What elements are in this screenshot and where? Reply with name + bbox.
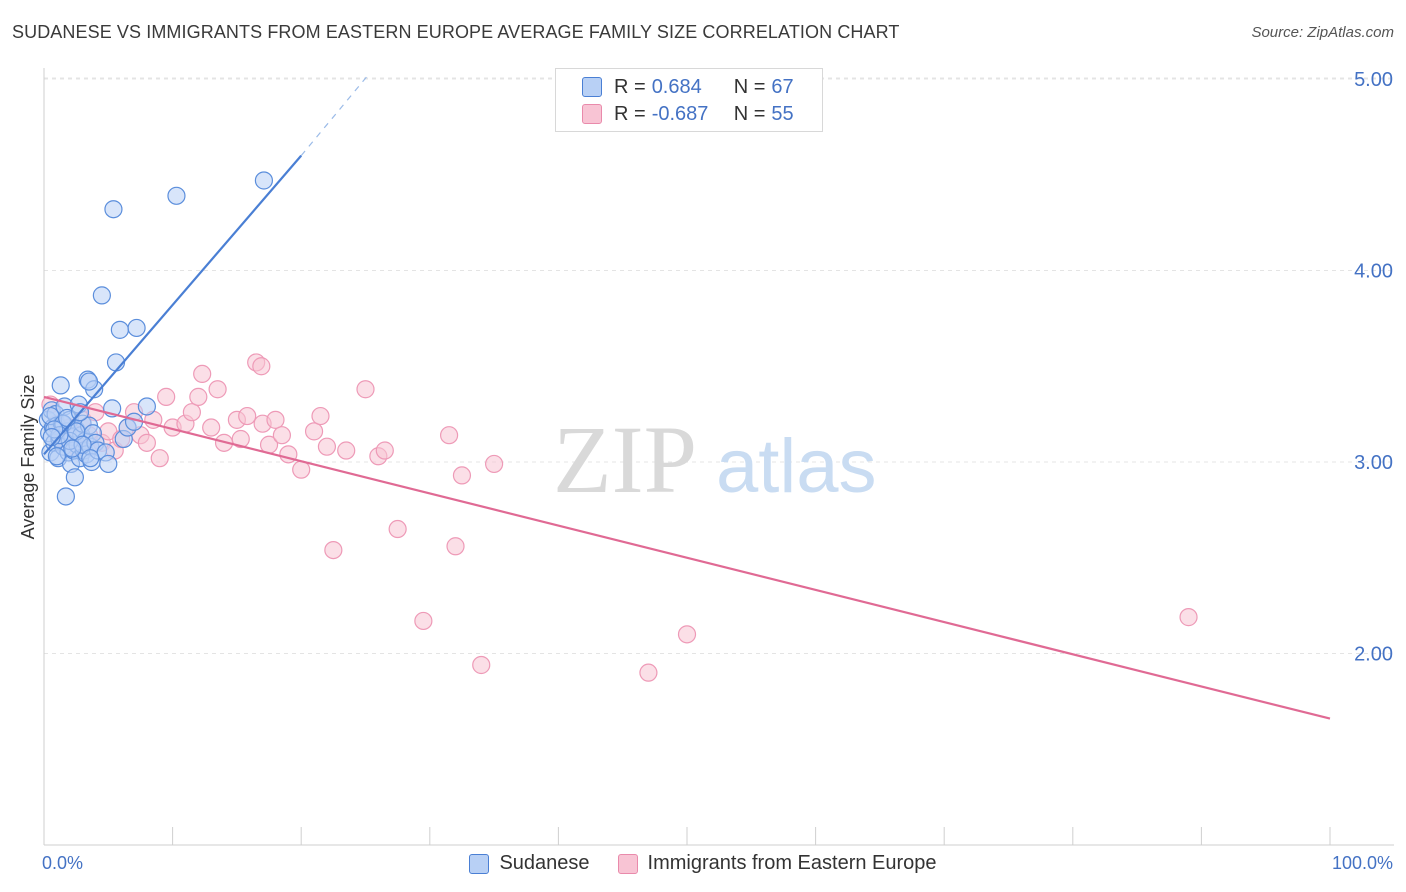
legend-n-label: N = bbox=[733, 102, 766, 125]
y-tick-label: 2.00 bbox=[1354, 644, 1393, 666]
series-legend-eastern-europe[interactable]: Immigrants from Eastern Europe bbox=[617, 852, 937, 875]
eastern-europe-point bbox=[202, 418, 221, 437]
stats-legend: R = 0.684 N = 67 R = -0.687 N = 55 bbox=[555, 68, 823, 132]
sudanese-point bbox=[110, 320, 129, 339]
legend-n-value: 67 bbox=[771, 75, 794, 98]
eastern-europe-point bbox=[472, 655, 491, 675]
eastern-europe-point bbox=[324, 540, 343, 560]
eastern-europe-point bbox=[231, 429, 250, 449]
eastern-europe-point bbox=[189, 387, 208, 406]
sudanese-point bbox=[65, 468, 84, 487]
eastern-europe-point bbox=[150, 449, 169, 468]
eastern-europe-point bbox=[193, 364, 212, 384]
y-tick-labels: 2.00 3.00 4.00 5.00 bbox=[1354, 69, 1393, 666]
legend-r-value: 0.684 bbox=[651, 75, 702, 98]
sudanese-point bbox=[51, 376, 70, 395]
sudanese-point bbox=[47, 447, 66, 466]
eastern-europe-point bbox=[375, 441, 394, 460]
eastern-europe-point bbox=[439, 426, 459, 445]
sudanese-point bbox=[137, 397, 156, 416]
trend-lines bbox=[43, 74, 1331, 720]
sudanese-point bbox=[56, 487, 75, 506]
x-tick-labels: 0.0% 100.0% bbox=[42, 853, 1393, 873]
eastern-europe-point bbox=[272, 426, 292, 445]
eastern-europe-point bbox=[677, 625, 697, 644]
eastern-europe-point bbox=[157, 387, 176, 406]
eastern-europe-point bbox=[208, 380, 227, 399]
axes bbox=[43, 68, 1394, 846]
series-name-sudanese: Sudanese bbox=[499, 852, 590, 874]
sudanese-trend-extension bbox=[300, 74, 369, 156]
legend-r-value: -0.687 bbox=[651, 102, 709, 125]
sudanese-point bbox=[104, 200, 123, 219]
series-name-eastern-europe: Immigrants from Eastern Europe bbox=[647, 852, 937, 874]
legend-row-sudanese: R = 0.684 N = 67 bbox=[582, 75, 794, 99]
eastern-europe-point bbox=[137, 433, 156, 452]
legend-r-label: R = bbox=[614, 102, 646, 125]
series-swatch-sudanese bbox=[469, 853, 490, 874]
legend-swatch-sudanese bbox=[582, 77, 602, 97]
series-swatch-eastern-europe bbox=[617, 853, 638, 874]
eastern-europe-point bbox=[252, 357, 271, 376]
sudanese-point bbox=[63, 439, 82, 458]
watermark-zip: ZIP bbox=[553, 406, 697, 513]
eastern-europe-point bbox=[317, 437, 337, 456]
x-tick-label: 100.0% bbox=[1332, 853, 1393, 873]
y-tick-label: 4.00 bbox=[1354, 261, 1393, 283]
y-tick-label: 5.00 bbox=[1354, 69, 1393, 91]
sudanese-trend-line bbox=[43, 154, 303, 456]
eastern-europe-point bbox=[1179, 608, 1198, 627]
legend-row-eastern-europe: R = -0.687 N = 55 bbox=[582, 102, 794, 126]
sudanese-point bbox=[99, 454, 118, 474]
chart-title: SUDANESE VS IMMIGRANTS FROM EASTERN EURO… bbox=[12, 22, 900, 42]
sudanese-point bbox=[79, 372, 99, 391]
eastern-europe-point bbox=[452, 466, 472, 485]
source-label: Source: ZipAtlas.com bbox=[1251, 24, 1394, 41]
grid-lines bbox=[44, 77, 1394, 654]
sudanese-point bbox=[92, 286, 111, 305]
legend-swatch-eastern-europe bbox=[582, 104, 602, 124]
eastern-europe-point bbox=[182, 403, 201, 422]
sudanese-point bbox=[127, 318, 146, 338]
y-axis-label: Average Family Size bbox=[18, 375, 38, 540]
sudanese-point bbox=[81, 449, 100, 468]
eastern-europe-point bbox=[485, 454, 504, 474]
eastern-europe-point bbox=[238, 406, 257, 426]
eastern-europe-point bbox=[446, 537, 465, 556]
eastern-europe-trend-line bbox=[43, 395, 1331, 720]
eastern-europe-point bbox=[414, 611, 433, 631]
legend-r-label: R = bbox=[614, 75, 646, 98]
y-tick-label: 3.00 bbox=[1354, 452, 1393, 474]
series-legend: Sudanese Immigrants from Eastern Europe bbox=[0, 852, 1406, 875]
eastern-europe-point bbox=[311, 406, 330, 426]
eastern-europe-point bbox=[639, 663, 658, 682]
eastern-europe-point bbox=[356, 380, 375, 399]
legend-n-value: 55 bbox=[771, 102, 794, 125]
series-legend-sudanese[interactable]: Sudanese bbox=[469, 852, 590, 875]
legend-n-label: N = bbox=[733, 75, 766, 98]
x-tick-label: 0.0% bbox=[42, 853, 83, 873]
eastern-europe-point bbox=[388, 519, 407, 539]
eastern-europe-point bbox=[337, 441, 356, 460]
watermark-atlas: atlas bbox=[716, 424, 877, 509]
sudanese-point bbox=[167, 186, 186, 205]
eastern-europe-points bbox=[41, 353, 1198, 682]
eastern-europe-point bbox=[304, 422, 324, 441]
sudanese-point bbox=[254, 171, 274, 190]
eastern-europe-point bbox=[266, 410, 285, 429]
